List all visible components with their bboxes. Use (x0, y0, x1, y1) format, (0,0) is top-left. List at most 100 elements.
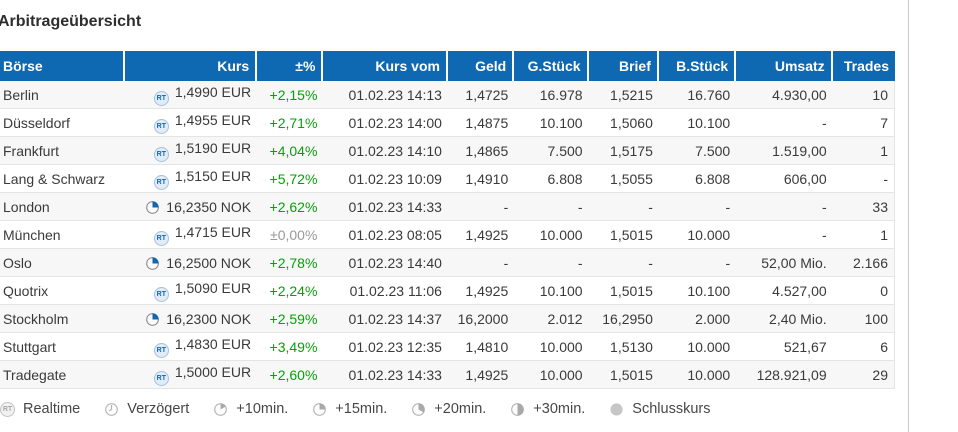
delay-15min-icon (146, 200, 160, 214)
realtime-icon: RT (153, 286, 169, 302)
table-row: Tradegate RT 1,5000 EUR +2,60% 01.02.23 14:3… (0, 361, 895, 389)
price-cell: RT 1,5150 EUR (124, 165, 258, 193)
exchange-name: Tradegate (0, 361, 125, 389)
cell-b_stueck: 6.808 (658, 165, 737, 193)
legend-label: +15min. (335, 401, 388, 417)
legend-label: +10min. (236, 401, 289, 417)
cell-brief: 1,5130 (588, 333, 659, 361)
cell-umsatz: - (736, 193, 833, 221)
table-row: Quotrix RT 1,5090 EUR +2,24% 01.02.23 11:06 1… (0, 277, 895, 305)
legend-item-delay-15: +15min. (312, 401, 387, 417)
cell-g_stueck: 10.000 (514, 333, 589, 361)
cell-g_stueck: 2.012 (514, 305, 589, 333)
legend-item-realtime: RT Realtime (0, 401, 80, 417)
cell-geld: 1,4925 (447, 221, 515, 249)
cell-brief: 1,5015 (588, 221, 659, 249)
cell-geld: 1,4910 (447, 165, 515, 193)
cell-g_stueck: 10.100 (514, 277, 589, 305)
change-percent: +2,24% (257, 277, 324, 305)
exchange-name: Stockholm (0, 305, 125, 333)
table-row: Stuttgart RT 1,4830 EUR +3,49% 01.02.23 12:3… (0, 333, 895, 361)
exchange-name: München (0, 221, 125, 249)
price-cell: RT 1,4990 EUR (124, 81, 258, 109)
cell-kurs_vom: 01.02.23 12:35 (323, 333, 448, 361)
price-value: 1,5090 EUR (174, 279, 252, 296)
cell-trades: 6 (832, 333, 895, 361)
legend-label: +30min. (533, 401, 586, 417)
cell-umsatz: 4.930,00 (736, 81, 833, 109)
cell-brief: 1,5175 (588, 137, 659, 165)
cell-kurs_vom: 01.02.23 10:09 (323, 165, 448, 193)
cell-umsatz: 128.921,09 (736, 361, 833, 389)
cell-trades: 29 (832, 361, 895, 389)
change-percent: +2,71% (257, 109, 324, 137)
legend-item-delay-10: +10min. (213, 401, 288, 417)
price-value: 1,5190 EUR (174, 139, 252, 156)
price-value: 1,5000 EUR (174, 363, 252, 380)
cell-g_stueck: 7.500 (514, 137, 589, 165)
realtime-icon: RT (153, 230, 169, 246)
change-percent: +2,60% (257, 361, 324, 389)
cell-g_stueck: 10.000 (514, 221, 589, 249)
cell-brief: 1,5055 (588, 165, 659, 193)
legend-item-delay-30: +30min. (510, 401, 585, 417)
exchange-name: Frankfurt (0, 137, 125, 165)
table-row: Stockholm 16,2300 NOK +2,59% 01.02.23 14:37… (0, 305, 895, 333)
legend-label: Schlusskurs (632, 401, 711, 417)
cell-kurs_vom: 01.02.23 14:37 (323, 305, 448, 333)
legend-item-delayed: Verzögert (104, 401, 189, 417)
cell-brief: - (588, 193, 659, 221)
cell-trades: 100 (832, 305, 895, 333)
price-cell: 16,2350 NOK (124, 193, 258, 221)
cell-umsatz: 1.519,00 (736, 137, 833, 165)
legend-item-closing: Schlusskurs (609, 401, 710, 417)
change-percent: ±0,00% (257, 221, 324, 249)
cell-brief: - (588, 249, 659, 277)
page-title: Arbitrageübersicht (0, 13, 142, 30)
realtime-icon: RT (153, 174, 169, 190)
price-cell: RT 1,4955 EUR (124, 109, 258, 137)
legend-item-delay-20: +20min. (411, 401, 486, 417)
price-value: 16,2500 NOK (166, 254, 252, 271)
cell-umsatz: 4.527,00 (736, 277, 833, 305)
cell-b_stueck: 10.000 (658, 221, 737, 249)
table-header-row: Börse Kurs ±% Kurs vom Geld G.Stück Brief B.Stü… (0, 51, 895, 81)
cell-geld: 16,2000 (447, 305, 515, 333)
arbitrage-table: Börse Kurs ±% Kurs vom Geld G.Stück Brief B.Stü… (0, 51, 895, 389)
delay-15min-icon (313, 402, 327, 416)
realtime-icon: RT (153, 90, 169, 106)
cell-trades: 0 (832, 277, 895, 305)
cell-brief: 1,5015 (588, 277, 659, 305)
cell-trades: 10 (832, 81, 895, 109)
exchange-name: Quotrix (0, 277, 125, 305)
cell-brief: 1,5015 (588, 361, 659, 389)
exchange-name: Düsseldorf (0, 109, 125, 137)
exchange-name: Oslo (0, 249, 125, 277)
price-cell: 16,2500 NOK (124, 249, 258, 277)
price-cell: RT 1,4715 EUR (124, 221, 258, 249)
cell-kurs_vom: 01.02.23 14:13 (323, 81, 448, 109)
cell-brief: 1,5215 (588, 81, 659, 109)
cell-kurs_vom: 01.02.23 14:00 (323, 109, 448, 137)
cell-brief: 16,2950 (588, 305, 659, 333)
realtime-icon: RT (153, 146, 169, 162)
column-header-umsatz: Umsatz (736, 51, 833, 81)
delay-10min-icon (214, 402, 228, 416)
price-value: 16,2300 NOK (166, 310, 252, 327)
cell-geld: 1,4875 (447, 109, 515, 137)
price-value: 1,4830 EUR (174, 335, 252, 352)
change-percent: +2,62% (257, 193, 324, 221)
cell-kurs_vom: 01.02.23 08:05 (323, 221, 448, 249)
column-header-b_stueck: B.Stück (658, 51, 737, 81)
column-header-brief: Brief (588, 51, 659, 81)
exchange-name: Stuttgart (0, 333, 125, 361)
table-row: Berlin RT 1,4990 EUR +2,15% 01.02.23 14:13 1,… (0, 81, 895, 109)
legend-label: Realtime (23, 401, 81, 417)
delay-15min-icon (146, 312, 160, 326)
cell-b_stueck: - (658, 193, 737, 221)
cell-kurs_vom: 01.02.23 14:33 (323, 361, 448, 389)
cell-umsatz: - (736, 221, 833, 249)
legend-label: +20min. (434, 401, 487, 417)
cell-geld: 1,4810 (447, 333, 515, 361)
